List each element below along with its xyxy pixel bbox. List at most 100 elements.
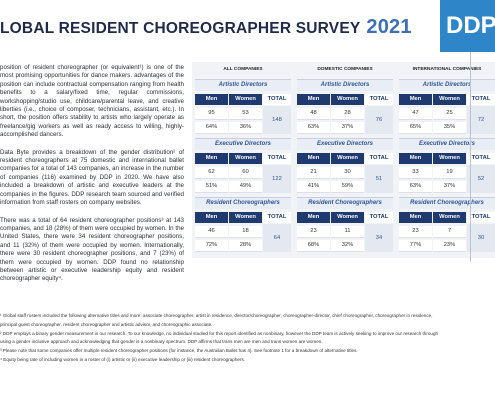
column-header: Women bbox=[229, 94, 262, 105]
men-count: 21 bbox=[297, 167, 330, 179]
men-count: 23 bbox=[297, 226, 330, 238]
women-percent: 35% bbox=[433, 122, 466, 134]
column-header: Men bbox=[195, 212, 228, 223]
women-count: 53 bbox=[229, 108, 262, 120]
men-percent: 63% bbox=[297, 122, 330, 134]
men-percent: 65% bbox=[399, 122, 432, 134]
column-header: Women bbox=[229, 153, 262, 164]
section-title: Executive Directors bbox=[399, 138, 495, 150]
paragraph: Data Byte provides a breakdown of the ge… bbox=[0, 148, 184, 207]
men-percent: 68% bbox=[297, 240, 330, 252]
women-percent: 36% bbox=[229, 122, 262, 134]
footnote: ² DDP employs a binary gender measuremen… bbox=[0, 330, 439, 336]
divider bbox=[470, 52, 471, 262]
footnote: ¹ Global staff rosters included the foll… bbox=[0, 313, 433, 318]
women-count: 60 bbox=[229, 167, 262, 179]
column-header: Women bbox=[331, 212, 364, 223]
women-percent: 37% bbox=[433, 181, 466, 193]
men-count: 95 bbox=[195, 108, 228, 120]
footnote: principal guest choreographer, resident … bbox=[0, 321, 213, 327]
body-text: position of resident choreographer (or e… bbox=[0, 64, 184, 293]
women-count: 11 bbox=[331, 226, 364, 238]
column-header: Men bbox=[399, 153, 432, 164]
group-heading: ALL COMPANIES bbox=[223, 67, 263, 72]
section-title: Executive Directors bbox=[195, 138, 291, 150]
women-percent: 28% bbox=[229, 240, 262, 252]
column-header: TOTAL bbox=[365, 153, 393, 164]
column-header: Women bbox=[331, 94, 364, 105]
total-count: 34 bbox=[365, 224, 393, 252]
section-title: Artistic Directors bbox=[297, 79, 393, 91]
footnote: ⁴ Equity being rate of including women i… bbox=[0, 356, 246, 362]
women-percent: 37% bbox=[331, 122, 364, 134]
section-title: Artistic Directors bbox=[399, 79, 495, 91]
women-percent: 32% bbox=[331, 240, 364, 252]
column-header: Men bbox=[195, 94, 228, 105]
total-count: 64 bbox=[263, 224, 291, 252]
men-percent: 63% bbox=[399, 181, 432, 193]
footnote: using a gender inclusive approach and ac… bbox=[0, 339, 323, 345]
year: 2021 bbox=[366, 16, 412, 38]
women-count: 18 bbox=[229, 226, 262, 238]
column-header: TOTAL bbox=[263, 212, 291, 223]
title-block: LOBAL RESIDENT CHOREOGRAPHER SURVEY 2021 bbox=[0, 16, 412, 39]
column-header: Men bbox=[195, 153, 228, 164]
total-count: 148 bbox=[263, 106, 291, 134]
women-count: 19 bbox=[433, 167, 466, 179]
paragraph: There was a total of 64 resident choreog… bbox=[0, 216, 184, 283]
men-count: 47 bbox=[399, 108, 432, 120]
footnote: ³ Please note that some companies offer … bbox=[0, 348, 358, 354]
title: LOBAL RESIDENT CHOREOGRAPHER SURVEY bbox=[0, 20, 361, 37]
women-count: 28 bbox=[331, 108, 364, 120]
section-title: Resident Choreographers bbox=[195, 197, 291, 209]
column-header: TOTAL bbox=[467, 153, 495, 164]
women-count: 7 bbox=[433, 226, 466, 238]
column-header: Men bbox=[297, 153, 330, 164]
column-header: TOTAL bbox=[467, 212, 495, 223]
footnotes: ¹ Global staff rosters included the foll… bbox=[0, 312, 495, 365]
column-header: Women bbox=[433, 212, 466, 223]
women-percent: 49% bbox=[229, 181, 262, 193]
column-header: TOTAL bbox=[365, 94, 393, 105]
column-header: Women bbox=[331, 153, 364, 164]
total-count: 76 bbox=[365, 106, 393, 134]
column-header: Women bbox=[229, 212, 262, 223]
column-header: TOTAL bbox=[467, 94, 495, 105]
women-percent: 23% bbox=[433, 240, 466, 252]
men-percent: 51% bbox=[195, 181, 228, 193]
women-count: 30 bbox=[331, 167, 364, 179]
table-panel: ALL COMPANIES Artistic Directors Men Women T… bbox=[192, 62, 495, 258]
total-count: 51 bbox=[365, 165, 393, 193]
column-header: TOTAL bbox=[365, 212, 393, 223]
men-count: 46 bbox=[195, 226, 228, 238]
men-percent: 41% bbox=[297, 181, 330, 193]
column-header: TOTAL bbox=[263, 94, 291, 105]
men-percent: 72% bbox=[195, 240, 228, 252]
men-count: 33 bbox=[399, 167, 432, 179]
group-heading: DOMESTIC COMPANIES bbox=[317, 67, 373, 72]
women-percent: 59% bbox=[331, 181, 364, 193]
paragraph: position of resident choreographer (or e… bbox=[0, 64, 184, 139]
women-count: 25 bbox=[433, 108, 466, 120]
logo: DDP bbox=[440, 0, 495, 52]
column-header: Women bbox=[433, 153, 466, 164]
column-header: Women bbox=[433, 94, 466, 105]
men-percent: 64% bbox=[195, 122, 228, 134]
men-count: 48 bbox=[297, 108, 330, 120]
men-percent: 77% bbox=[399, 240, 432, 252]
men-count: 23 bbox=[399, 226, 432, 238]
group-heading: INTERNATIONAL COMPANIES bbox=[412, 67, 482, 72]
total-count: 30 bbox=[467, 224, 495, 252]
total-count: 122 bbox=[263, 165, 291, 193]
section-title: Executive Directors bbox=[297, 138, 393, 150]
section-title: Resident Choreographers bbox=[399, 197, 495, 209]
column-header: Men bbox=[297, 94, 330, 105]
men-count: 62 bbox=[195, 167, 228, 179]
column-header: Men bbox=[297, 212, 330, 223]
column-header: Men bbox=[399, 212, 432, 223]
section-title: Artistic Directors bbox=[195, 79, 291, 91]
column-header: Men bbox=[399, 94, 432, 105]
total-count: 72 bbox=[467, 106, 495, 134]
column-header: TOTAL bbox=[263, 153, 291, 164]
